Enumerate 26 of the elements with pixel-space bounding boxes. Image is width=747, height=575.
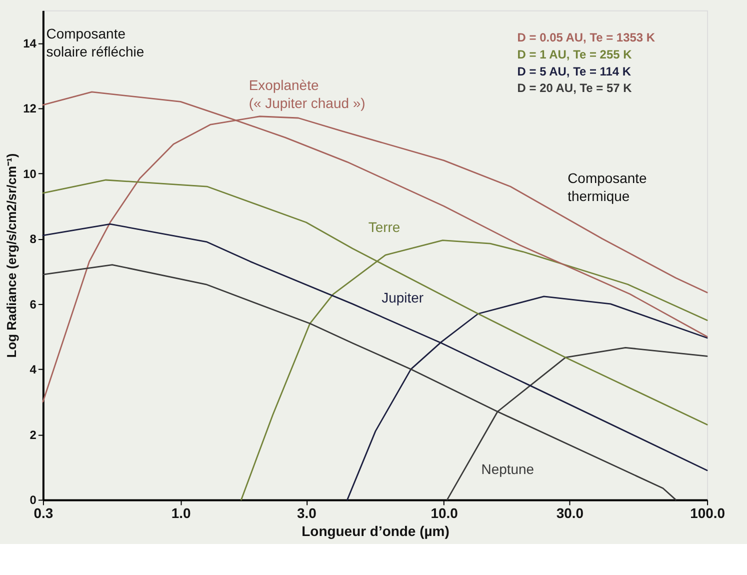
y-tick-label: 6 — [30, 297, 37, 312]
annotation: Terre — [368, 218, 400, 235]
annotation: Jupiter — [382, 290, 424, 306]
text: D = 5 AU, Te = 114 K — [517, 64, 632, 78]
annotation: Neptune — [481, 460, 534, 477]
text: D = 20 AU, Te = 57 K — [517, 81, 632, 96]
y-tick-label: 12 — [23, 102, 37, 116]
annotation: Composante thermique — [568, 170, 648, 204]
text: D = 0.05 AU, Te = 1353 K — [517, 30, 656, 44]
y-tick-label: 4 — [30, 362, 37, 377]
y-axis-title: Log Radiance (erg/s/cm2/sr/cm⁻¹) — [4, 153, 20, 358]
x-tick-label: 100.0 — [690, 505, 726, 522]
x-tick-label: 3.0 — [296, 505, 317, 522]
x-tick-label: 10.0 — [430, 505, 458, 522]
y-tick-label: 0 — [30, 493, 37, 508]
annotation: Exoplanète (« Jupiter chaud ») — [248, 76, 366, 111]
x-tick-label: 0.3 — [34, 505, 54, 522]
y-tick-label: 10 — [23, 166, 37, 181]
text: D = 1 AU, Te = 255 K — [517, 47, 632, 62]
y-tick-label: 2 — [30, 428, 37, 442]
x-tick-label: 30.0 — [556, 505, 584, 522]
annotation: Composante solaire réfléchie — [46, 25, 144, 60]
x-tick-label: 1.0 — [171, 505, 192, 522]
y-tick-label: 14 — [23, 36, 37, 50]
y-tick-label: 8 — [30, 232, 37, 246]
x-axis-title: Longueur d’onde (µm) — [302, 523, 450, 540]
